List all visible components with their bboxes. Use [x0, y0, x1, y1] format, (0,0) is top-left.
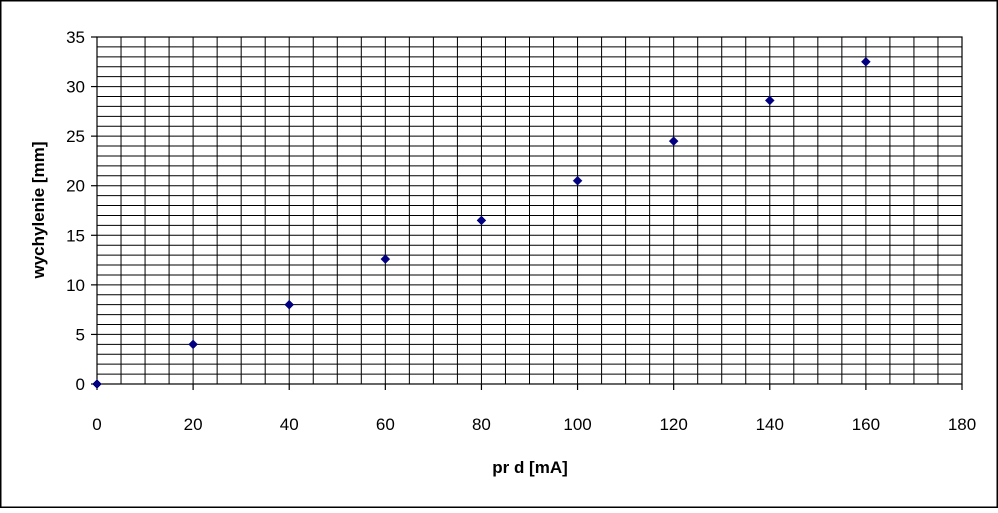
- x-tick-label: 180: [948, 415, 976, 434]
- plot-area-frame: [96, 36, 963, 385]
- x-axis-label: pr d [mA]: [492, 458, 568, 477]
- data-point: [92, 379, 102, 389]
- data-point: [764, 95, 775, 106]
- y-tick-label: 20: [66, 177, 85, 196]
- x-tick-label: 20: [184, 415, 203, 434]
- x-tick-label: 120: [659, 415, 687, 434]
- data-point: [861, 56, 871, 67]
- x-tick-label: 140: [756, 415, 784, 434]
- y-axis-label: wychylenie [mm]: [29, 142, 48, 280]
- axes: 0 5 10 15 20 25 30 35 0 20 40 60 80 100 120 140 160 180: [66, 28, 976, 434]
- x-tick-label: 160: [852, 415, 880, 434]
- x-tick-label: 100: [563, 415, 591, 434]
- data-points: [92, 56, 871, 389]
- data-point: [476, 215, 487, 226]
- y-tick-label: 5: [76, 325, 85, 344]
- y-tick-label: 35: [66, 28, 85, 47]
- data-point: [284, 299, 295, 310]
- y-tick-label: 30: [66, 78, 85, 97]
- x-tick-label: 40: [280, 415, 299, 434]
- y-tick-label: 25: [66, 127, 85, 146]
- data-point: [380, 254, 391, 264]
- y-tick-label: 15: [66, 226, 85, 245]
- y-tick-label: 0: [76, 375, 85, 394]
- data-point: [188, 339, 198, 350]
- x-tick-label: 80: [472, 415, 491, 434]
- y-tick-label: 10: [66, 276, 85, 295]
- data-point: [572, 175, 583, 186]
- grid: [97, 37, 962, 384]
- x-tick-label: 0: [92, 415, 101, 434]
- data-point: [668, 136, 679, 146]
- x-tick-label: 60: [376, 415, 395, 434]
